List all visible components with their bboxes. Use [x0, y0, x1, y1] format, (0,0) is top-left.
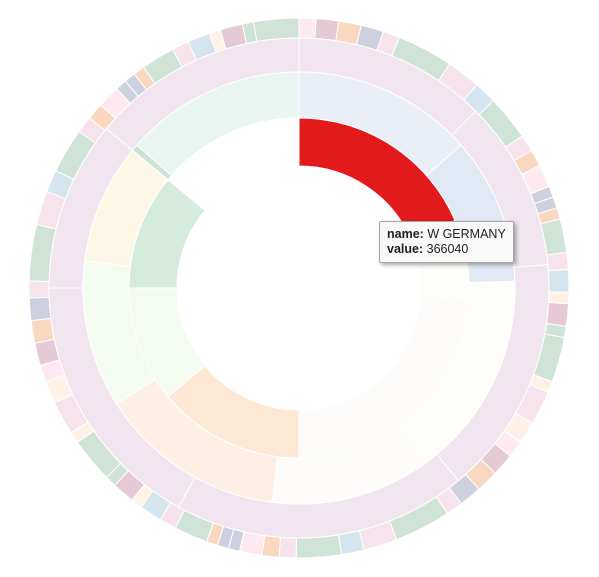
tooltip-name-value: W GERMANY [427, 227, 506, 241]
outermost-ring-segment[interactable] [28, 280, 50, 299]
outermost-ring-segment[interactable] [546, 251, 569, 272]
tooltip-name-label: name: [387, 227, 424, 241]
outermost-ring-segment[interactable] [28, 296, 52, 322]
outermost-ring [28, 17, 570, 559]
outer-ring [48, 37, 550, 539]
tooltip-value-value: 366040 [426, 242, 469, 256]
tooltip: name: W GERMANY value: 366040 [379, 221, 514, 263]
outermost-ring-segment[interactable] [547, 268, 570, 293]
outermost-ring-segment[interactable] [548, 291, 570, 305]
inner-ring [128, 117, 470, 459]
tooltip-name-row: name: W GERMANY [387, 227, 506, 242]
outermost-ring-segment[interactable] [278, 536, 297, 559]
tooltip-value-row: value: 366040 [387, 242, 506, 257]
tooltip-value-label: value: [387, 242, 424, 256]
outermost-ring-segment[interactable] [314, 18, 340, 42]
inner-ring-segment[interactable] [170, 117, 300, 209]
outermost-ring-segment[interactable] [298, 17, 317, 40]
outermost-ring-segment[interactable] [545, 302, 570, 327]
